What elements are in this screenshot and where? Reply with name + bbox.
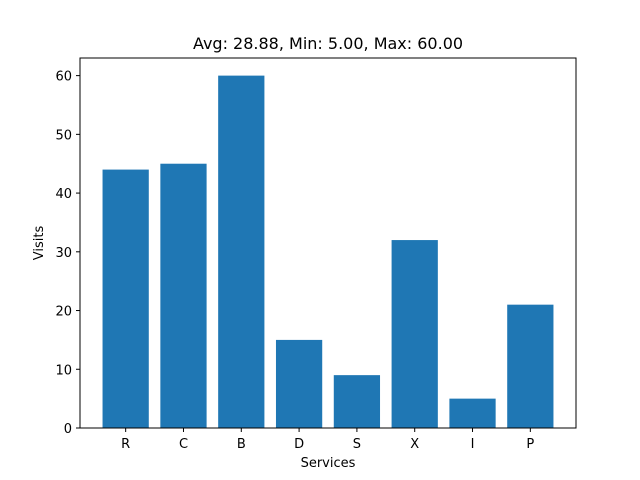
bar-R (102, 169, 149, 429)
bar-B (218, 75, 265, 428)
bar-S (333, 375, 381, 428)
x-tick-label: R (121, 437, 130, 452)
y-tick-label: 10 (55, 363, 72, 378)
plot-area: R C B D S X I P 0 10 20 30 40 50 60 (55, 57, 577, 452)
y-tick-label: 40 (55, 187, 72, 202)
bars-group (102, 75, 554, 429)
x-tick-label: S (353, 437, 361, 452)
x-tick-label: D (294, 437, 304, 452)
plot-frame (79, 57, 577, 429)
x-tick-label: B (237, 437, 246, 452)
x-tick-label: I (471, 437, 475, 452)
y-axis-label: Visits (32, 226, 47, 261)
y-tick-label: 30 (55, 246, 72, 261)
y-tick-label: 50 (55, 128, 72, 143)
y-axis-ticks: 0 10 20 30 40 50 60 (55, 70, 80, 437)
bar-D (275, 339, 323, 428)
x-axis-label: Services (301, 456, 356, 471)
y-tick-label: 20 (55, 305, 72, 320)
y-tick-label: 0 (64, 422, 72, 437)
chart-title: Avg: 28.88, Min: 5.00, Max: 60.00 (193, 34, 463, 53)
x-tick-label: X (410, 437, 419, 452)
x-tick-label: C (179, 437, 188, 452)
bar-I (449, 398, 496, 428)
bar-C (160, 163, 207, 428)
bar-P (507, 304, 554, 428)
bar-X (391, 240, 438, 428)
x-tick-label: P (526, 437, 534, 452)
y-tick-label: 60 (55, 70, 72, 85)
